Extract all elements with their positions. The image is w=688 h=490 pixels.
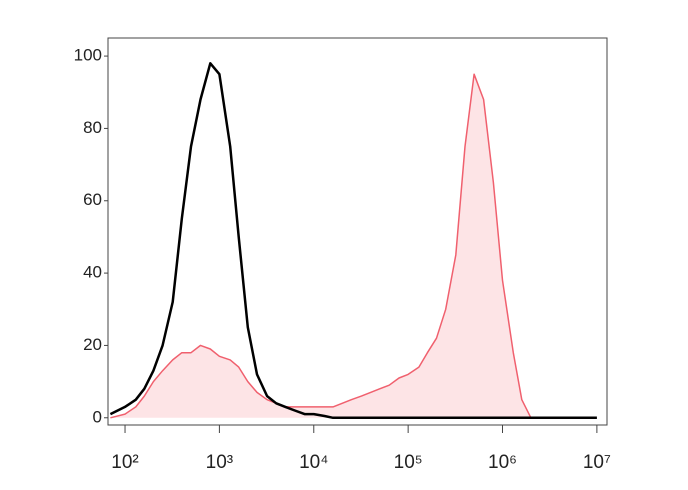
plot-frame [107,37,608,426]
y-tick-label: 80 [83,118,102,137]
series-line [110,73,532,419]
y-tick-label: 60 [83,190,102,209]
y-tick-label: 0 [93,407,102,426]
series-line [109,62,597,420]
y-tick-label: 20 [83,335,102,354]
y-tick-label: 100 [74,46,102,65]
x-tick-label: 10⁵ [394,452,423,473]
x-tick-label: 10³ [206,452,233,473]
x-tick-label: 10⁶ [488,452,517,473]
x-tick-label: 10⁷ [583,452,611,473]
x-tick-label: 10² [111,452,138,473]
y-tick-label: 40 [83,263,102,282]
x-tick-label: 10⁴ [299,452,328,473]
